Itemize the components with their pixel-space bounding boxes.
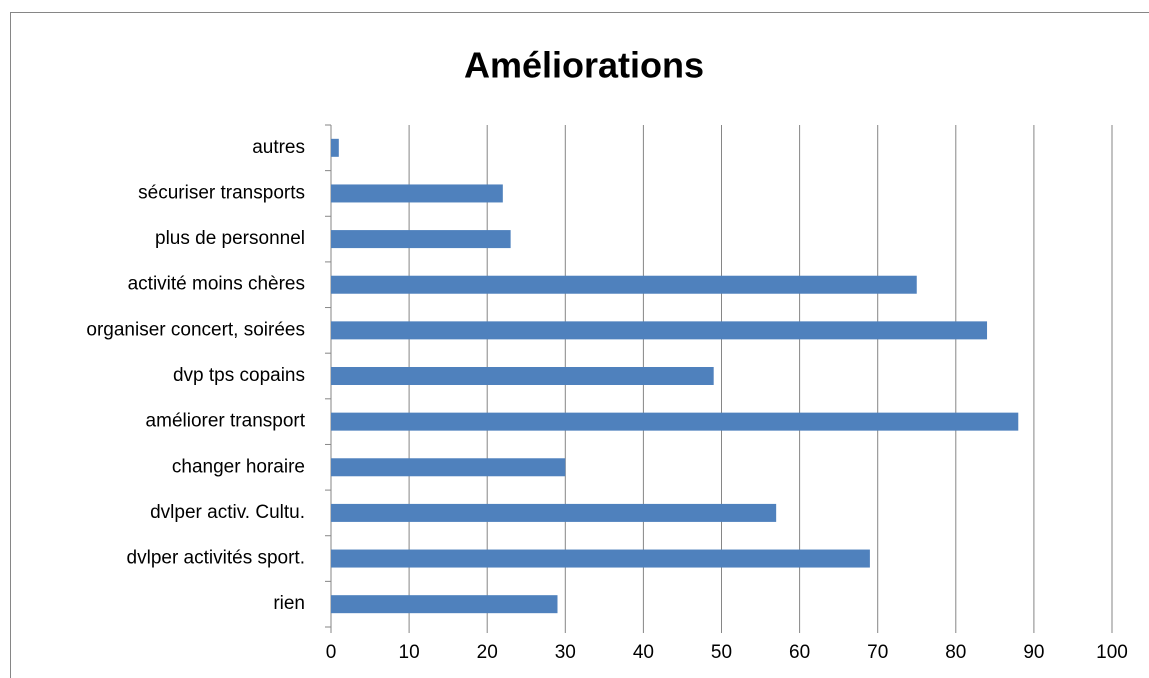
bar — [331, 503, 777, 522]
chart-frame — [10, 12, 1149, 678]
bar — [331, 458, 566, 477]
y-tick-label: plus de personnel — [155, 228, 305, 249]
y-tick-label: améliorer transport — [146, 411, 306, 432]
bar — [331, 367, 714, 385]
y-tick-label: changer horaire — [172, 456, 305, 477]
x-tick-label: 50 — [711, 642, 732, 663]
y-tick-label: dvlper activ. Cultu. — [150, 502, 305, 523]
x-tick-label: 30 — [555, 642, 576, 663]
y-tick-label: dvlper activités sport. — [127, 548, 305, 569]
y-tick-label: rien — [273, 593, 305, 614]
x-tick-label: 80 — [945, 642, 966, 663]
x-tick-label: 60 — [789, 642, 810, 663]
bar — [331, 230, 511, 249]
bar — [331, 321, 988, 340]
chart-title: Améliorations — [464, 45, 704, 86]
x-tick-label: 40 — [633, 642, 654, 663]
y-tick-label: activité moins chères — [128, 274, 305, 295]
bar — [331, 138, 339, 157]
y-tick-label: sécuriser transports — [138, 182, 305, 203]
x-tick-label: 100 — [1096, 642, 1128, 663]
x-tick-label: 0 — [326, 642, 337, 663]
x-tick-label: 70 — [867, 642, 888, 663]
x-tick-label: 10 — [399, 642, 420, 663]
y-tick-label: organiser concert, soirées — [86, 319, 305, 340]
y-tick-label: dvp tps copains — [173, 365, 305, 386]
bar — [331, 412, 1019, 431]
x-tick-label: 20 — [477, 642, 498, 663]
x-tick-label: 90 — [1023, 642, 1044, 663]
bar — [331, 549, 870, 568]
y-tick-label: autres — [252, 137, 305, 158]
bar — [331, 184, 503, 203]
bar — [331, 275, 917, 294]
bar — [331, 595, 558, 614]
